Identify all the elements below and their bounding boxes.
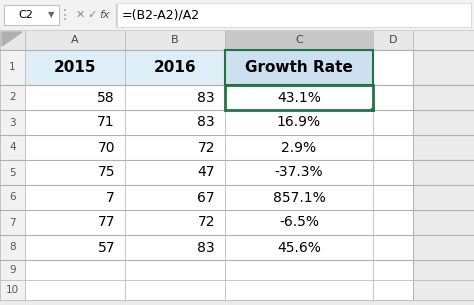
Bar xyxy=(0,135,25,160)
Text: -37.3%: -37.3% xyxy=(275,166,323,180)
Text: 6: 6 xyxy=(9,192,16,203)
Bar xyxy=(0,280,25,300)
Text: 857.1%: 857.1% xyxy=(273,191,325,204)
Text: fx: fx xyxy=(100,10,110,20)
Bar xyxy=(0,30,474,50)
Bar xyxy=(0,300,474,305)
Text: 4: 4 xyxy=(9,142,16,152)
Bar xyxy=(117,3,471,27)
Text: 75: 75 xyxy=(98,166,115,180)
Text: 2015: 2015 xyxy=(54,60,96,75)
Text: 45.6%: 45.6% xyxy=(277,241,321,254)
Bar xyxy=(25,235,413,260)
Bar xyxy=(0,85,25,110)
Bar xyxy=(0,160,25,185)
Text: 83: 83 xyxy=(197,241,215,254)
Polygon shape xyxy=(2,32,22,46)
Text: Growth Rate: Growth Rate xyxy=(245,60,353,75)
Bar xyxy=(25,110,413,135)
Bar xyxy=(25,260,413,280)
Text: 43.1%: 43.1% xyxy=(277,91,321,105)
Bar xyxy=(4,5,59,25)
Text: 2016: 2016 xyxy=(154,60,196,75)
Bar xyxy=(25,85,413,110)
Text: B: B xyxy=(171,35,179,45)
Text: 70: 70 xyxy=(98,141,115,155)
Text: 57: 57 xyxy=(98,241,115,254)
Text: ✓: ✓ xyxy=(87,10,97,20)
Text: 2: 2 xyxy=(9,92,16,102)
Text: 1: 1 xyxy=(9,63,16,73)
Text: 2.9%: 2.9% xyxy=(282,141,317,155)
Bar xyxy=(25,280,413,300)
Text: 9: 9 xyxy=(9,265,16,275)
Text: =(B2-A2)/A2: =(B2-A2)/A2 xyxy=(122,9,200,21)
Text: ▼: ▼ xyxy=(48,10,54,20)
Bar xyxy=(0,50,25,85)
Text: 7: 7 xyxy=(106,191,115,204)
Text: 16.9%: 16.9% xyxy=(277,116,321,130)
Bar xyxy=(0,210,25,235)
Bar xyxy=(225,30,373,50)
Bar xyxy=(0,30,25,50)
Text: A: A xyxy=(71,35,79,45)
Bar xyxy=(0,110,25,135)
Bar xyxy=(371,108,375,112)
Text: ⋮: ⋮ xyxy=(58,8,72,22)
Text: 47: 47 xyxy=(198,166,215,180)
Text: 7: 7 xyxy=(9,217,16,228)
Text: ✕: ✕ xyxy=(75,10,85,20)
Text: -6.5%: -6.5% xyxy=(279,216,319,229)
Text: 72: 72 xyxy=(198,141,215,155)
Text: C2: C2 xyxy=(18,10,34,20)
Bar xyxy=(225,85,373,110)
Text: 8: 8 xyxy=(9,242,16,253)
Bar xyxy=(373,50,413,85)
Text: 58: 58 xyxy=(97,91,115,105)
Text: 83: 83 xyxy=(197,116,215,130)
Text: 77: 77 xyxy=(98,216,115,229)
Bar xyxy=(25,210,413,235)
Bar xyxy=(25,135,413,160)
Text: 5: 5 xyxy=(9,167,16,178)
Bar xyxy=(225,50,373,85)
Bar xyxy=(25,50,225,85)
Bar xyxy=(25,160,413,185)
Text: 72: 72 xyxy=(198,216,215,229)
Text: D: D xyxy=(389,35,397,45)
Bar xyxy=(413,30,474,305)
Bar xyxy=(0,260,25,280)
Text: 71: 71 xyxy=(97,116,115,130)
Text: 10: 10 xyxy=(6,285,19,295)
Bar xyxy=(225,50,373,85)
Text: 83: 83 xyxy=(197,91,215,105)
Text: C: C xyxy=(295,35,303,45)
Bar xyxy=(0,185,25,210)
Bar xyxy=(25,185,413,210)
Text: 3: 3 xyxy=(9,117,16,127)
Bar xyxy=(0,0,474,30)
Text: 67: 67 xyxy=(197,191,215,204)
Bar xyxy=(0,235,25,260)
